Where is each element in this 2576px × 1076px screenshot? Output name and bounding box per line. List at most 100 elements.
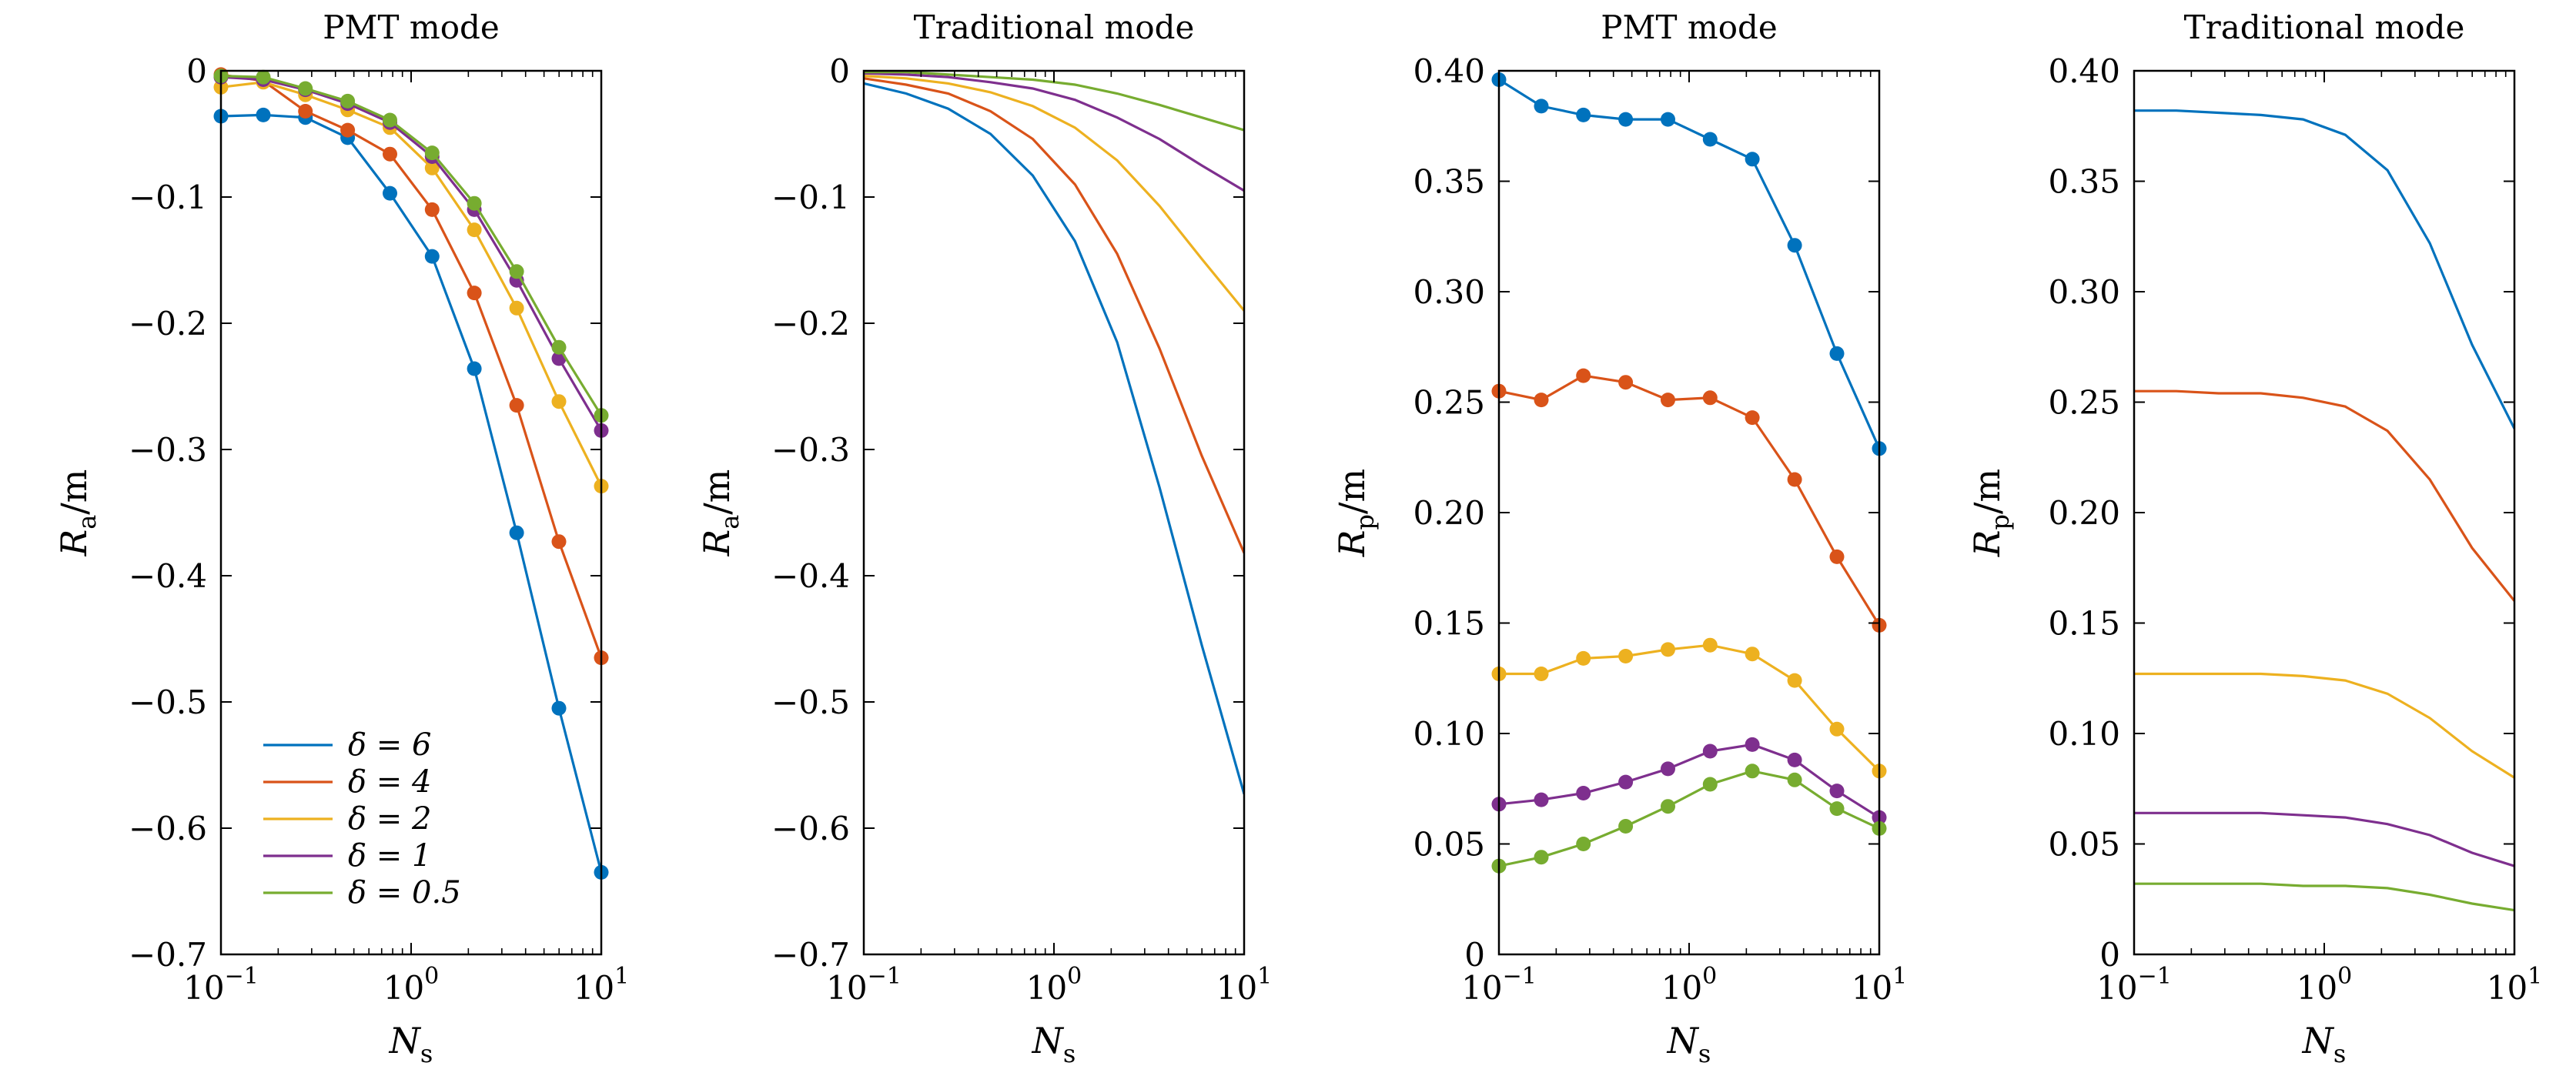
chart-title: PMT mode — [323, 8, 499, 46]
x-tick-label: 101 — [1852, 963, 1908, 1007]
data-point — [551, 339, 567, 355]
series-line-3 — [864, 75, 1244, 312]
y-tick-label: −0.2 — [771, 305, 850, 343]
data-point — [1702, 637, 1718, 653]
legend: δ = 6δ = 4δ = 2δ = 1δ = 0.5 — [263, 727, 461, 911]
y-tick-label: −0.1 — [771, 179, 850, 216]
y-tick-label: −0.1 — [129, 179, 207, 216]
data-point — [1661, 112, 1675, 127]
data-point — [424, 249, 440, 264]
data-point — [1787, 772, 1802, 787]
y-tick-label: 0.05 — [2048, 826, 2120, 864]
legend-label: δ = 0.5 — [348, 875, 461, 911]
x-tick-label: 10−1 — [826, 963, 902, 1007]
series-line-4 — [221, 75, 601, 432]
series-line-5 — [2134, 882, 2514, 912]
data-point — [383, 185, 397, 201]
y-tick-label: −0.7 — [771, 936, 850, 974]
y-tick-label: −0.5 — [771, 683, 850, 721]
x-tick-label: 100 — [2297, 963, 2353, 1007]
data-point — [1829, 801, 1845, 817]
data-point — [424, 145, 440, 161]
data-point — [1534, 99, 1549, 114]
chart-title: Traditional mode — [914, 8, 1195, 46]
y-tick-label: −0.3 — [771, 431, 850, 469]
legend-label: δ = 4 — [348, 764, 431, 800]
data-point — [1618, 774, 1634, 790]
series-line-1 — [2134, 109, 2514, 429]
data-point — [383, 112, 397, 128]
y-tick-label: −0.4 — [129, 557, 207, 595]
y-tick-label: 0.30 — [1413, 273, 1485, 311]
data-point — [1787, 673, 1802, 688]
y-tick-label: 0 — [1464, 936, 1485, 974]
data-point — [509, 264, 524, 279]
panel-1: 0 −0.1 −0.2 −0.3 −0.4 −0.5 −0.6 −0.710−1 100 101 P… — [53, 8, 629, 1068]
data-point — [467, 195, 482, 211]
data-point — [1787, 238, 1802, 253]
data-point — [1745, 152, 1760, 167]
chart-title: PMT mode — [1601, 8, 1777, 46]
data-point — [1576, 368, 1591, 383]
data-point — [509, 525, 524, 540]
data-point — [340, 122, 356, 138]
x-tick-label: 100 — [1661, 963, 1718, 1007]
x-tick-label: 101 — [2487, 963, 2543, 1007]
y-tick-label: 0.35 — [1413, 163, 1485, 201]
series-line-2 — [1499, 374, 1879, 627]
series-line-2 — [2134, 389, 2514, 602]
y-tick-label: −0.6 — [771, 810, 850, 847]
y-axis-label: Rp/m — [1331, 469, 1380, 557]
data-point — [1618, 649, 1634, 663]
data-point — [467, 361, 482, 376]
y-tick-label: −0.4 — [771, 557, 850, 595]
data-point — [1618, 112, 1634, 127]
data-point — [298, 81, 313, 96]
y-tick-label: 0 — [829, 52, 850, 90]
y-tick-label: 0.05 — [1413, 826, 1485, 864]
data-point — [1745, 737, 1760, 752]
series-line-1 — [1499, 79, 1879, 449]
chart-title: Traditional mode — [2184, 8, 2465, 46]
data-point — [383, 146, 397, 162]
data-point — [1618, 819, 1634, 834]
data-point — [1576, 107, 1591, 122]
data-point — [1702, 777, 1718, 792]
y-tick-label: −0.7 — [129, 936, 207, 974]
data-point — [551, 534, 567, 550]
data-point — [1534, 850, 1549, 865]
y-axis-label: Rp/m — [1966, 469, 2015, 557]
data-point — [298, 104, 313, 119]
data-point — [1576, 837, 1591, 851]
data-point — [1661, 761, 1675, 777]
y-tick-label: 0.40 — [1413, 52, 1485, 90]
axes-frame — [1497, 69, 1881, 956]
legend-label: δ = 6 — [348, 727, 431, 763]
series-line-2 — [864, 77, 1244, 554]
x-tick-label: 101 — [1216, 963, 1273, 1007]
data-point — [1618, 375, 1634, 390]
data-point — [1829, 721, 1845, 737]
panel-2: 0 −0.1 −0.2 −0.3 −0.4 −0.5 −0.6 −0.710−1 100 101 T… — [696, 8, 1272, 1068]
x-tick-label: 100 — [383, 963, 440, 1007]
data-point — [1787, 472, 1802, 487]
y-tick-label: 0 — [186, 52, 207, 90]
data-point — [551, 394, 567, 409]
data-point — [1745, 764, 1760, 779]
x-axis-label: Ns — [2302, 1020, 2347, 1068]
data-point — [1661, 642, 1675, 657]
data-point — [1534, 667, 1549, 681]
y-tick-label: −0.6 — [129, 810, 207, 847]
x-axis-label: Ns — [389, 1020, 433, 1068]
data-point — [467, 222, 482, 238]
data-point — [424, 202, 440, 217]
legend-label: δ = 1 — [348, 838, 431, 874]
data-point — [1829, 549, 1845, 564]
y-axis-label: Ra/m — [696, 469, 744, 557]
series-line-4 — [864, 72, 1244, 192]
series-line-3 — [1499, 643, 1879, 772]
y-tick-label: 0.25 — [1413, 384, 1485, 422]
data-point — [1702, 132, 1718, 147]
series-line-2 — [221, 73, 601, 659]
